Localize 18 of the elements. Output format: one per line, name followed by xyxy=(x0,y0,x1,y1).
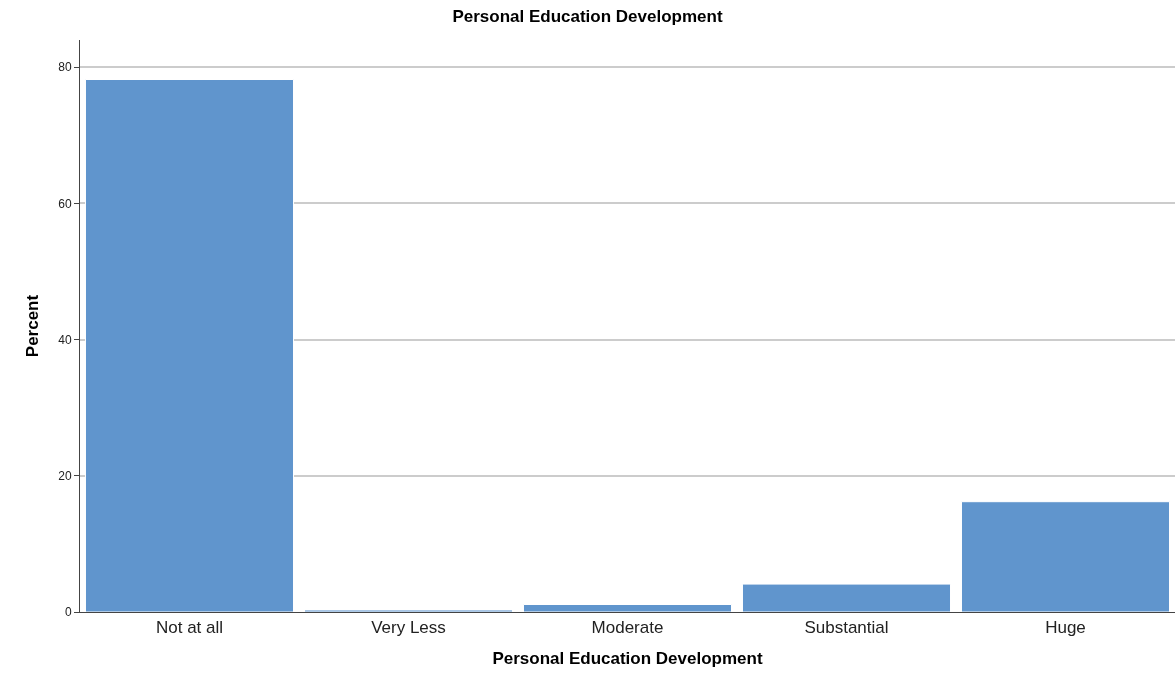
y-tick-label: 0 xyxy=(64,605,72,620)
bar xyxy=(522,604,733,612)
x-tick-label: Very Less xyxy=(371,618,446,638)
x-axis-title: Personal Education Development xyxy=(492,648,763,668)
x-tick-label: Moderate xyxy=(591,618,664,638)
bar xyxy=(303,609,514,612)
bar xyxy=(960,501,1171,612)
y-axis-title: Percent xyxy=(22,294,42,358)
y-tick-label: 20 xyxy=(58,469,72,484)
x-tick-label: Huge xyxy=(1045,618,1086,638)
bar xyxy=(741,583,952,612)
x-tick-label: Not at all xyxy=(155,618,224,638)
chart-title: Personal Education Development xyxy=(452,7,723,27)
y-tick-label: 80 xyxy=(58,60,72,75)
x-tick-label: Substantial xyxy=(804,618,889,638)
bar xyxy=(84,79,295,612)
y-tick-label: 60 xyxy=(58,196,72,211)
y-tick-label: 40 xyxy=(58,332,72,347)
